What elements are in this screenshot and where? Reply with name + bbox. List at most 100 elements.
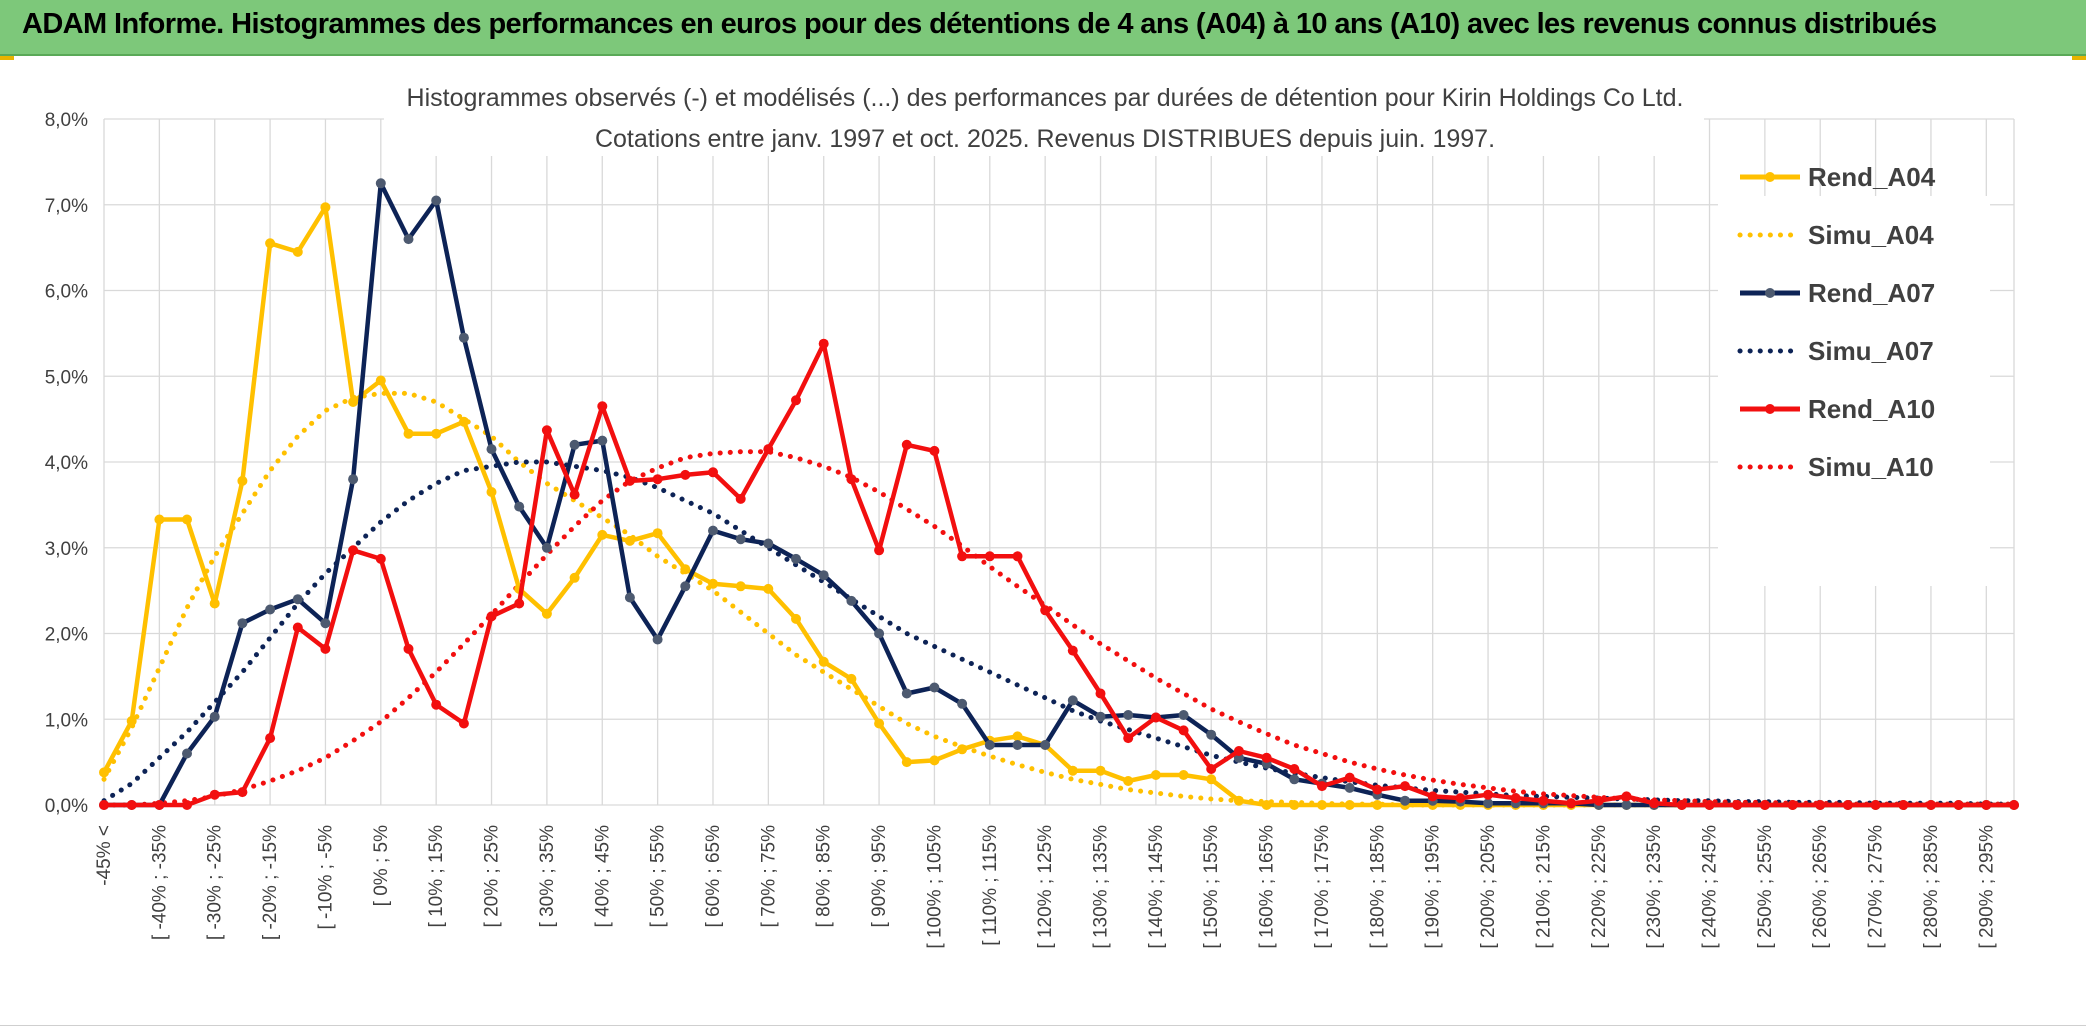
x-tick-label: [ 20% ; 25% — [482, 825, 503, 928]
data-point — [1178, 770, 1189, 780]
data-point — [984, 740, 995, 750]
x-tick-label: [ 110% ; 115% — [980, 825, 1001, 946]
data-point — [458, 332, 469, 343]
data-point — [1676, 800, 1687, 810]
y-tick-label: 8,0% — [45, 110, 88, 131]
legend-label: Rend_A04 — [1808, 162, 1936, 192]
chart-title-line-2: Cotations entre janv. 1997 et oct. 2025.… — [595, 125, 1495, 153]
data-point — [1012, 731, 1023, 742]
data-point — [486, 487, 497, 497]
data-point — [1040, 740, 1051, 750]
data-point — [2009, 800, 2019, 810]
data-point — [624, 592, 635, 603]
data-point — [818, 338, 829, 349]
data-point — [348, 397, 359, 407]
data-point — [901, 688, 912, 699]
data-point — [126, 716, 137, 726]
data-point — [735, 493, 746, 504]
data-point — [514, 598, 525, 609]
legend-label: Simu_A04 — [1808, 220, 1934, 250]
legend-marker — [1765, 404, 1775, 414]
data-point — [1649, 798, 1660, 809]
data-point — [1759, 800, 1770, 810]
data-point — [348, 474, 359, 485]
x-tick-label: [ 50% ; 55% — [648, 825, 669, 928]
data-point — [1123, 733, 1134, 744]
data-point — [237, 618, 248, 629]
x-tick-label: [ 70% ; 75% — [758, 825, 779, 928]
y-axis-labels: 0,0% 1,0% 2,0% 3,0% 4,0% 5,0% 6,0% 7,0% 8,0% — [45, 110, 88, 817]
data-point — [1704, 800, 1715, 810]
legend-marker — [1765, 288, 1775, 298]
data-point — [1150, 770, 1161, 780]
x-tick-label: [ 240% ; 245% — [1700, 825, 1721, 949]
data-point — [403, 428, 414, 439]
data-point — [265, 604, 276, 615]
x-tick-label: [ -10% ; -5% — [315, 825, 336, 930]
data-point — [209, 711, 220, 722]
legend: Rend_A04 Simu_A04 Rend_A07 Simu_A07 Rend_A10… — [1718, 162, 1990, 586]
data-point — [1400, 781, 1410, 792]
data-point — [763, 444, 774, 455]
data-point — [1012, 740, 1023, 750]
series-layer — [99, 178, 2019, 810]
data-point — [1206, 774, 1217, 785]
data-point — [209, 598, 220, 609]
data-point — [569, 489, 580, 500]
data-point — [957, 744, 968, 755]
data-point — [514, 501, 525, 512]
x-tick-label: [ 60% ; 65% — [703, 825, 724, 928]
data-point — [486, 611, 497, 622]
data-point — [874, 628, 885, 639]
legend-label: Rend_A10 — [1808, 394, 1935, 424]
series-simu-a10 — [101, 449, 2017, 808]
data-point — [182, 748, 192, 759]
data-point — [957, 698, 968, 709]
x-tick-label: [ 150% ; 155% — [1201, 825, 1222, 949]
data-point — [791, 395, 801, 406]
data-point — [1095, 765, 1106, 776]
x-tick-label: [ 180% ; 185% — [1367, 825, 1388, 949]
x-tick-label: [ 140% ; 145% — [1146, 825, 1167, 949]
data-point — [320, 643, 331, 654]
data-point — [431, 699, 442, 710]
series-rend-a10 — [99, 338, 2019, 810]
data-point — [1123, 776, 1134, 786]
data-point — [708, 525, 718, 536]
y-tick-label: 4,0% — [45, 453, 88, 474]
data-point — [597, 435, 608, 446]
data-point — [1206, 729, 1217, 740]
data-point — [1538, 795, 1549, 806]
data-point — [1095, 711, 1106, 722]
data-point — [791, 553, 801, 564]
data-point — [1372, 800, 1383, 810]
data-point — [99, 767, 109, 778]
data-point — [1510, 793, 1521, 804]
data-point — [818, 656, 829, 667]
x-tick-label: [ 100% ; 105% — [924, 825, 945, 949]
x-tick-label: [ 120% ; 125% — [1035, 825, 1056, 949]
data-point — [597, 401, 608, 412]
x-tick-label: [ 290% ; 295% — [1976, 825, 1997, 949]
chart-area: Histogrammes observés (-) et modélisés (… — [0, 56, 2086, 1033]
data-point — [237, 787, 248, 798]
y-tick-label: 2,0% — [45, 625, 88, 646]
data-point — [929, 682, 940, 693]
data-point — [1095, 688, 1106, 699]
data-point — [541, 608, 552, 619]
data-point — [431, 428, 442, 439]
data-point — [154, 514, 165, 525]
x-tick-label: [ -30% ; -25% — [205, 825, 226, 940]
x-tick-label: [ -20% ; -15% — [260, 825, 281, 940]
data-point — [1040, 605, 1051, 616]
title-background — [384, 78, 1704, 156]
data-point — [984, 551, 995, 562]
data-point — [292, 246, 303, 257]
data-point — [1067, 645, 1078, 656]
data-point — [182, 800, 192, 810]
data-point — [1317, 800, 1327, 810]
data-point — [846, 474, 857, 485]
data-point — [680, 469, 691, 480]
data-point — [1621, 791, 1632, 802]
data-point — [735, 581, 746, 592]
